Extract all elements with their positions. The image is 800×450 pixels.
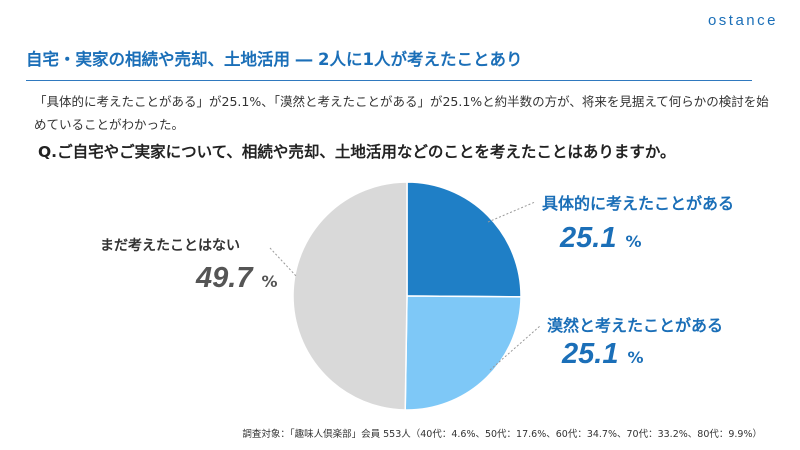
survey-question: Q.ご自宅やご実家について、相続や売却、土地活用などのことを考えたことはあります…: [38, 143, 676, 161]
value-none: 49.7%: [196, 262, 277, 295]
title-divider: [26, 80, 752, 81]
label-concrete: 具体的に考えたことがある: [542, 194, 735, 213]
page-title: 自宅・実家の相続や売却、土地活用 ― 2人に1人が考えたことあり: [26, 50, 523, 69]
value-none-unit: %: [261, 272, 278, 291]
slice-concrete: [406, 181, 522, 298]
survey-footnote: 調査対象：「趣味人倶楽部」会員 553人（40代：4.6%、50代：17.6%、…: [242, 429, 762, 440]
value-none-number: 49.7: [196, 262, 253, 294]
value-vague: 25.1%: [562, 338, 643, 371]
value-concrete-number: 25.1: [560, 222, 617, 254]
label-vague: 漠然と考えたことがある: [547, 316, 724, 335]
value-concrete: 25.1%: [560, 222, 641, 255]
leader-vague: [489, 325, 541, 371]
leader-none: [269, 247, 298, 278]
value-vague-unit: %: [627, 348, 644, 367]
leader-concrete: [487, 201, 536, 223]
label-none: まだ考えたことはない: [100, 238, 240, 254]
slice-none: [292, 181, 408, 411]
brand-logo: ostance: [707, 12, 778, 29]
summary-text: 「具体的に考えたことがある」が25.1%、「漠然と考えたことがある」が25.1%…: [34, 94, 769, 132]
value-vague-number: 25.1: [562, 338, 619, 370]
value-concrete-unit: %: [625, 232, 642, 251]
slice-vague: [404, 295, 522, 411]
